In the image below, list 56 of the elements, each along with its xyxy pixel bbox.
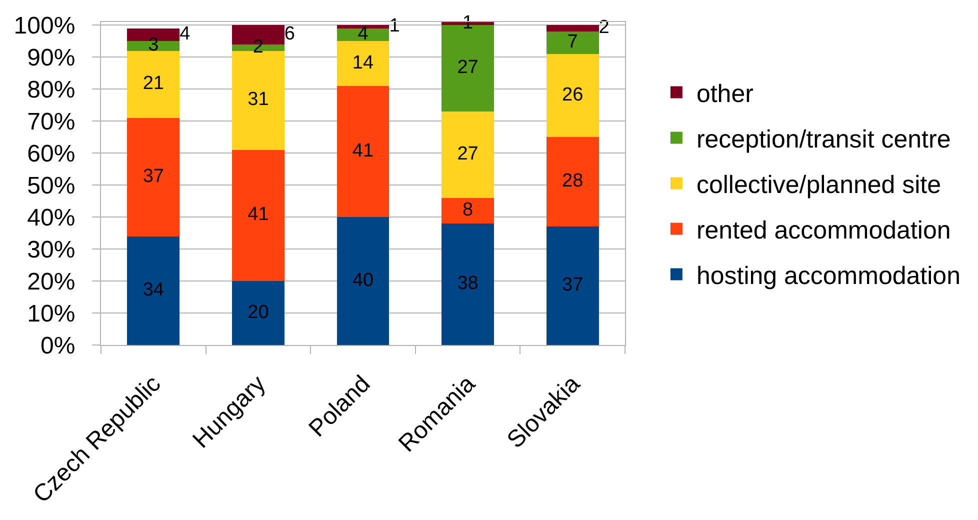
y-tick-label: 0%	[40, 332, 76, 360]
data-label: 4	[358, 24, 369, 45]
data-label: 14	[352, 52, 374, 74]
bar	[442, 112, 494, 198]
legend-label: rented accommodation	[696, 216, 951, 244]
bar	[232, 281, 284, 345]
y-tick-label: 60%	[27, 140, 76, 168]
bar	[546, 32, 599, 54]
data-label: 41	[352, 140, 374, 162]
data-label: 27	[457, 57, 478, 78]
y-tick-label: 100%	[14, 12, 76, 40]
bar	[127, 118, 180, 236]
bar	[232, 150, 284, 282]
bar	[442, 198, 494, 224]
bar	[127, 50, 180, 118]
data-label: 27	[457, 143, 478, 164]
y-tick-label: 30%	[27, 236, 76, 264]
legend-label: other	[696, 80, 754, 108]
bar	[336, 86, 390, 218]
y-tick-label: 80%	[27, 76, 76, 104]
bar	[546, 25, 599, 32]
data-label: 4	[180, 24, 191, 45]
y-tick-label: 20%	[27, 268, 76, 296]
y-tick-label: 70%	[27, 108, 76, 136]
bar	[546, 137, 599, 227]
data-label: 34	[142, 279, 164, 300]
legend-label: reception/transit centre	[696, 126, 951, 154]
data-label: 37	[142, 166, 164, 187]
data-label: 41	[248, 204, 269, 226]
legend-label: hosting accommodation	[696, 262, 960, 290]
bar	[127, 236, 180, 345]
y-tick-label: 10%	[27, 300, 76, 328]
data-label: 38	[457, 272, 478, 294]
bar	[336, 28, 390, 42]
bar	[336, 41, 390, 86]
data-label: 31	[248, 89, 269, 110]
data-label: 8	[462, 199, 474, 220]
y-tick-label: 40%	[27, 204, 76, 232]
data-label: 20	[248, 302, 269, 323]
data-label: 7	[567, 32, 578, 53]
y-tick-label: 90%	[27, 44, 76, 72]
data-label: 6	[284, 24, 295, 45]
data-label: 26	[562, 84, 584, 106]
data-label: 1	[462, 12, 474, 34]
data-label: 28	[562, 170, 584, 192]
bar	[546, 226, 599, 345]
y-tick-label: 50%	[27, 172, 76, 200]
bar	[546, 54, 599, 138]
data-label: 40	[352, 270, 374, 291]
bar	[232, 50, 284, 150]
data-label: 3	[148, 34, 159, 56]
legend-label: collective/planned site	[696, 171, 942, 199]
data-label: 21	[142, 73, 164, 94]
bar	[442, 223, 494, 345]
bar	[336, 217, 390, 345]
data-label: 37	[562, 274, 584, 296]
